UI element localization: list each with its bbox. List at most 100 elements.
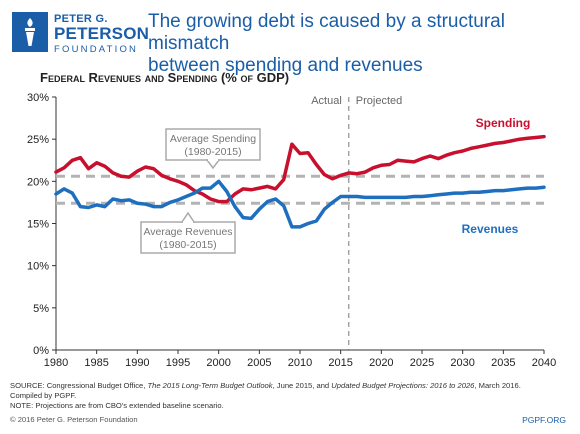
revenues-point: [543, 186, 545, 189]
note-line: NOTE: Projections are from CBO's extende…: [10, 401, 224, 411]
average-revenues-callout-title: Average Revenues: [143, 226, 232, 238]
revenues-point: [242, 216, 244, 219]
revenues-point: [380, 196, 383, 199]
revenues-point: [79, 205, 82, 208]
headline-line-2: between spending and revenues: [148, 55, 423, 76]
logo-line-1: PETER G.: [54, 13, 108, 25]
spending-point: [71, 159, 74, 162]
revenues-point: [258, 208, 261, 211]
source-line: SOURCE: Congressional Budget Office, The…: [10, 381, 575, 391]
y-tick-label: 20%: [27, 176, 49, 188]
spending-point: [95, 161, 98, 164]
spending-point: [103, 165, 106, 168]
revenues-point: [412, 195, 415, 198]
x-tick-label: 1990: [125, 357, 149, 369]
revenues-point: [71, 192, 74, 195]
spending-point: [307, 151, 310, 154]
source-title-1: The 2015 Long-Term Budget Outlook: [147, 381, 273, 390]
spending-point: [543, 135, 545, 138]
headline: The growing debt is caused by a structur…: [148, 11, 568, 77]
spending-point: [437, 157, 440, 160]
spending-point: [412, 161, 415, 163]
revenues-point: [396, 196, 399, 199]
spending-point: [242, 188, 244, 190]
x-tick-label: 1980: [44, 357, 68, 369]
source-prefix: SOURCE: Congressional Budget Office,: [10, 381, 148, 390]
y-tick-label: 30%: [27, 92, 49, 104]
compiled-line: Compiled by PGPF.: [10, 391, 77, 401]
spending-point: [87, 167, 90, 170]
spending-point: [266, 185, 269, 188]
revenues-point: [201, 187, 204, 189]
spending-point: [388, 163, 391, 166]
revenues-point: [120, 199, 122, 202]
spending-point: [209, 198, 212, 200]
revenues-point: [534, 187, 537, 189]
spending-point: [299, 152, 301, 155]
revenues-point: [160, 205, 163, 208]
revenues-point: [323, 208, 326, 211]
y-tick-label: 15%: [27, 219, 49, 231]
spending-point: [160, 174, 163, 177]
x-tick-label: 2000: [206, 357, 230, 369]
revenues-point: [461, 192, 464, 195]
revenues-point: [453, 192, 456, 195]
revenues-point: [225, 190, 228, 193]
spending-point: [258, 187, 261, 189]
spending-point: [526, 137, 529, 140]
revenues-point: [266, 200, 269, 203]
revenues-point: [144, 203, 147, 206]
site-link[interactable]: PGPF.ORG: [522, 415, 566, 425]
spending-point: [461, 150, 464, 152]
spending-point: [445, 154, 448, 157]
spending-point: [177, 180, 179, 183]
spending-point: [380, 164, 383, 167]
spending-point: [518, 138, 521, 141]
average-spending-callout-title: Average Spending: [170, 133, 256, 145]
source-suffix: , March 2016.: [474, 381, 521, 390]
spending-point: [185, 183, 188, 186]
revenues-point: [307, 222, 310, 225]
revenues-point: [404, 196, 407, 199]
pgpf-logo: PETER G. PETERSON FOUNDATION: [12, 12, 149, 56]
revenues-point: [55, 193, 57, 195]
x-tick-label: 2040: [532, 357, 556, 369]
x-tick-label: 2005: [247, 357, 271, 369]
source-title-2: Updated Budget Projections: 2016 to 2026: [331, 381, 475, 390]
revenues-point: [510, 188, 513, 191]
revenues-point: [339, 195, 342, 198]
revenues-point: [356, 195, 358, 198]
revenues-point: [388, 196, 391, 199]
spending-point: [396, 159, 399, 162]
source-note: SOURCE: Congressional Budget Office, The…: [10, 381, 575, 412]
spending-point: [356, 172, 358, 175]
spending-point: [250, 188, 253, 191]
revenues-point: [193, 192, 196, 195]
revenues-point: [274, 198, 277, 200]
revenues-point: [95, 204, 98, 206]
spending-point: [128, 176, 131, 179]
revenues-point: [168, 201, 171, 204]
torch-logo-icon: [12, 12, 48, 52]
y-tick-label: 5%: [33, 303, 49, 315]
revenues-point: [103, 205, 106, 208]
projected-label: Projected: [356, 95, 402, 107]
revenues-point: [486, 190, 488, 193]
y-tick-label: 25%: [27, 134, 49, 146]
average-spending-callout-pointer: [205, 159, 221, 170]
spending-point: [364, 171, 366, 173]
revenues-point: [315, 220, 318, 222]
source-middle: , June 2015, and: [272, 381, 332, 390]
revenues-point: [152, 205, 155, 208]
spending-point: [112, 172, 114, 174]
revenues-point: [502, 189, 505, 192]
revenues-point: [494, 189, 497, 192]
spending-point: [347, 172, 350, 174]
spending-point: [120, 175, 122, 178]
spending-point: [225, 200, 228, 203]
spending-point: [168, 177, 171, 180]
revenues-point: [331, 201, 334, 204]
spending-point: [429, 155, 432, 157]
spending-point: [453, 151, 456, 154]
